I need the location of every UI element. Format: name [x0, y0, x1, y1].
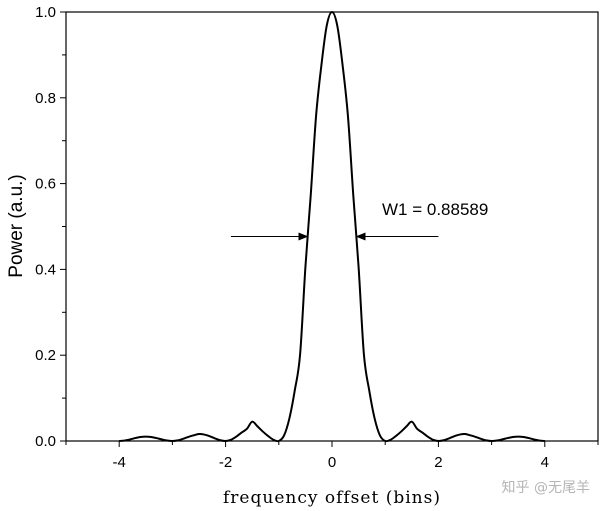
x-tick-label: 4 — [541, 454, 549, 471]
plot-frame — [65, 11, 599, 442]
y-tick-label: 0.8 — [35, 90, 56, 107]
x-axis-title: frequency offset (bins) — [223, 488, 441, 508]
y-axis-ticks: 0.0 0.2 0.4 0.6 0.8 1.0 — [35, 4, 66, 450]
x-axis-ticks: -4 -2 0 2 4 — [65, 441, 599, 471]
y-tick-label: 0.4 — [35, 261, 56, 278]
width-annotation-label: W1 = 0.88589 — [382, 200, 488, 219]
x-tick-label: 0 — [328, 454, 336, 471]
y-tick-label: 0.2 — [35, 347, 56, 364]
power-curve-line — [119, 10, 545, 443]
x-tick-label: -4 — [113, 454, 126, 471]
y-tick-label: 0.6 — [35, 176, 56, 193]
y-tick-label: 1.0 — [35, 4, 56, 21]
y-axis-title: Power (a.u.) — [6, 174, 27, 277]
x-tick-label: -2 — [219, 454, 232, 471]
watermark-text: 知乎 @无尾羊 — [502, 479, 590, 496]
y-tick-label: 0.0 — [35, 433, 56, 450]
x-tick-label: 2 — [434, 454, 442, 471]
